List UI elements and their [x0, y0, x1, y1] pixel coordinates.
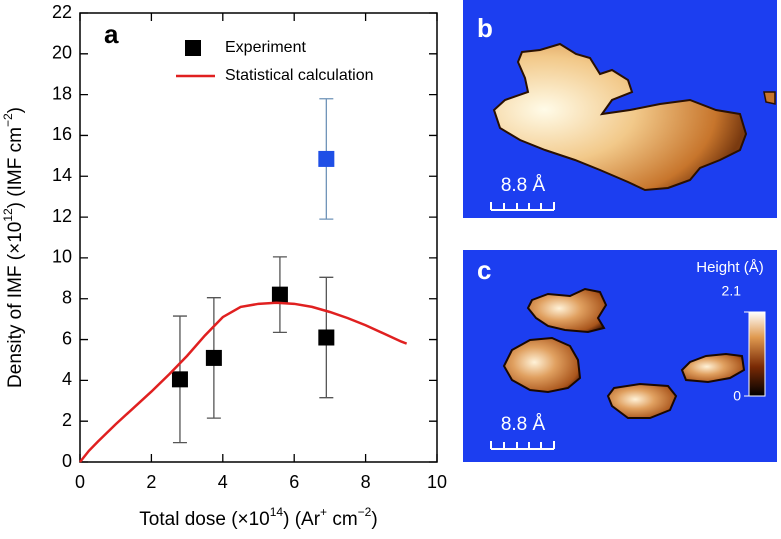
calc-line: [79, 301, 408, 463]
molecule-blob: [526, 287, 608, 334]
image-panel: b 8.8 Å: [463, 0, 777, 218]
x-axis-label-part: cm: [327, 509, 358, 530]
x-tick-label: 8: [361, 472, 371, 492]
y-axis-label-part: ) (IMF cm: [5, 127, 26, 208]
panel-label: b: [477, 13, 493, 43]
x-axis-label-part: +: [320, 505, 327, 519]
molecule-blob: [680, 352, 746, 384]
y-tick-label: 12: [52, 206, 72, 226]
y-tick-label: 6: [62, 328, 72, 348]
molecule-blob: [763, 91, 776, 105]
y-tick-label: 2: [62, 410, 72, 430]
panel-label: c: [477, 255, 491, 285]
colorbar-tick-label: 2.1: [722, 283, 742, 299]
y-tick-label: 8: [62, 287, 72, 307]
x-axis-label-part: ) (Ar: [283, 509, 321, 530]
y-axis-label-part: Density of IMF (×10: [5, 222, 26, 388]
data-point: [205, 349, 222, 366]
legend-swatch: [185, 40, 201, 56]
x-tick-label: 10: [427, 472, 447, 492]
x-axis-label-part: Total dose (×10: [139, 509, 269, 530]
legend-label: Statistical calculation: [225, 67, 374, 84]
molecule-blob: [502, 336, 582, 394]
x-tick-label: 2: [146, 472, 156, 492]
molecule-blob: [606, 382, 678, 419]
plot-area: [79, 12, 438, 463]
y-tick-label: 22: [52, 2, 72, 22]
y-axis-label: Density of IMF (×1012) (IMF cm−2): [1, 107, 26, 388]
image-panel: c Height (Å) 8.8 Å 0 2.1: [463, 250, 777, 462]
y-tick-label: 16: [52, 124, 72, 144]
y-axis-label-part: 12: [1, 208, 15, 222]
colorbar-title: Height (Å): [696, 259, 764, 276]
y-tick-label: 14: [52, 165, 72, 185]
x-axis-label-part: −2: [358, 505, 372, 519]
data-point: [318, 329, 335, 346]
data-point: [171, 371, 188, 388]
x-tick-label: 4: [218, 472, 228, 492]
y-tick-label: 18: [52, 83, 72, 103]
colorbar: [748, 311, 766, 397]
x-tick-label: 6: [289, 472, 299, 492]
molecule-blob: [492, 42, 748, 192]
panel-label: a: [104, 19, 119, 49]
scale-bar-label: 8.8 Å: [501, 175, 546, 196]
x-axis-label-part: ): [371, 509, 377, 530]
scale-bar-label: 8.8 Å: [501, 414, 546, 435]
scale-bar: [490, 202, 555, 211]
y-tick-label: 4: [62, 369, 72, 389]
x-axis-label-part: 14: [270, 505, 284, 519]
legend-label: Experiment: [225, 39, 306, 56]
y-axis-label-part: ): [5, 107, 26, 113]
x-tick-label: 0: [75, 472, 85, 492]
x-axis-label: Total dose (×1014) (Ar+ cm−2): [139, 505, 377, 530]
y-tick-label: 0: [62, 451, 72, 471]
plot-frame: [79, 12, 438, 463]
y-tick-label: 10: [52, 247, 72, 267]
scale-bar: [490, 441, 555, 450]
data-point: [318, 150, 335, 167]
data-point: [271, 286, 288, 303]
y-tick-label: 20: [52, 43, 72, 63]
colorbar-tick-label: 0: [733, 388, 741, 404]
y-axis-label-part: −2: [1, 113, 15, 127]
